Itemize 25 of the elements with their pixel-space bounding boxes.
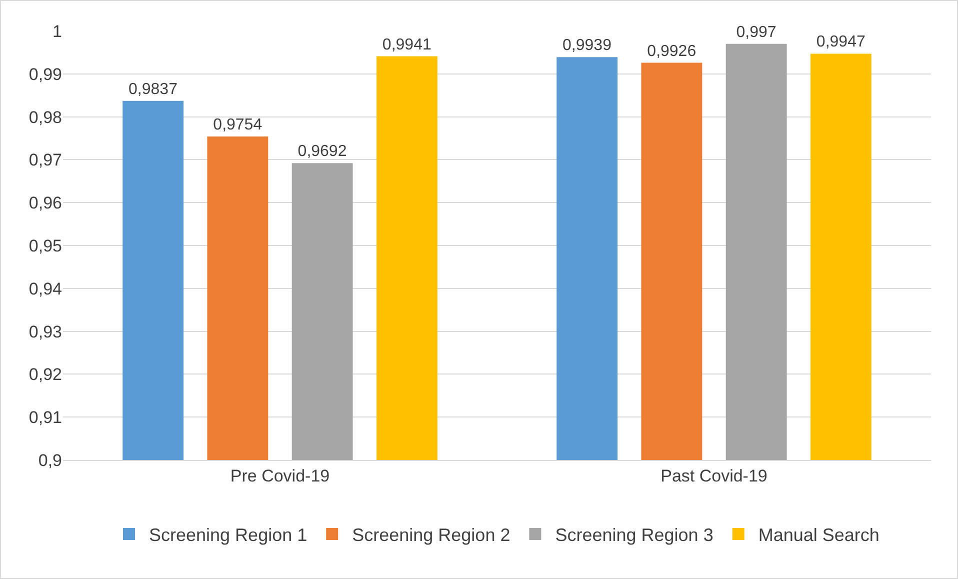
data-label: 0,9692 (298, 143, 347, 160)
legend-label: Screening Region 1 (149, 524, 308, 545)
x-tick-label: Past Covid-19 (660, 466, 768, 486)
y-tick-label: 0,97 (28, 150, 62, 170)
data-label: 0,997 (736, 24, 776, 41)
y-tick-label: 0,98 (28, 108, 62, 127)
x-tick-label: Pre Covid-19 (230, 466, 330, 486)
data-label: 0,9947 (816, 34, 866, 51)
data-label: 0,9754 (213, 116, 262, 134)
y-tick-label: 0,92 (28, 365, 62, 384)
data-label: 0,9939 (562, 37, 612, 54)
legend-label: Screening Region 2 (352, 524, 510, 545)
y-tick-label: 0,91 (28, 408, 62, 428)
y-tick-label: 0,93 (28, 322, 62, 342)
legend-label: Manual Search (758, 524, 880, 545)
legend-label: Screening Region 3 (555, 524, 714, 545)
y-tick-label: 1 (52, 22, 62, 41)
y-tick-label: 0,95 (28, 236, 62, 256)
y-tick-label: 0,96 (28, 194, 62, 213)
data-label: 0,9941 (382, 36, 432, 54)
data-label: 0,9926 (647, 42, 696, 60)
y-tick-label: 0,94 (28, 279, 62, 298)
y-tick-label: 0,99 (28, 64, 62, 84)
y-tick-label: 0,9 (38, 450, 62, 470)
data-label: 0,9837 (128, 80, 178, 98)
